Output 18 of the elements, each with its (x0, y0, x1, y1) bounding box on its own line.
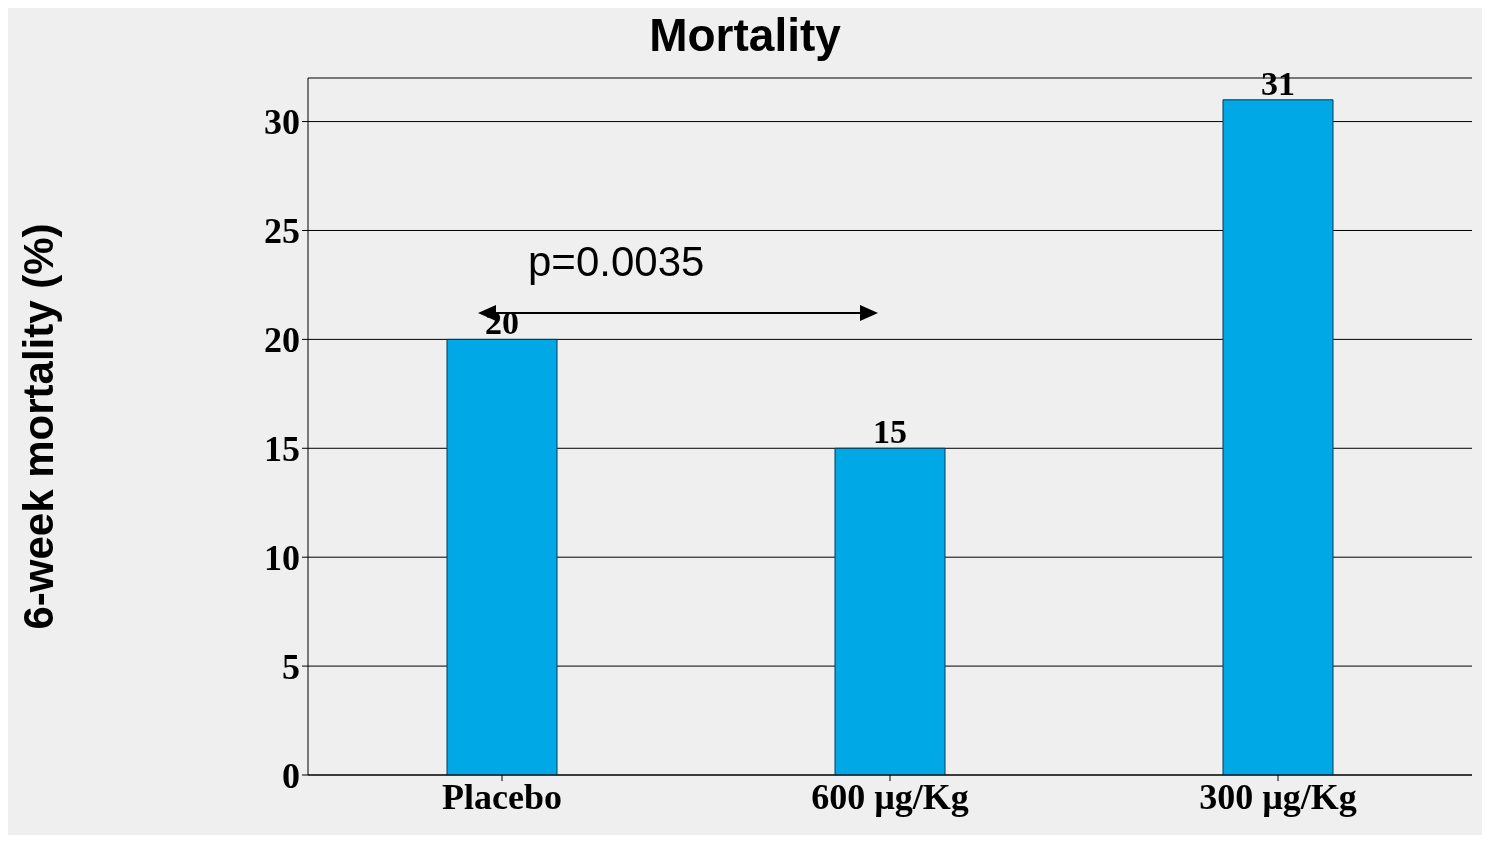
bar (834, 447, 946, 775)
x-tick-label: 300 µg/Kg (1199, 776, 1357, 817)
data-label: 31 (1261, 64, 1295, 102)
y-tick-label: 15 (264, 429, 300, 470)
y-tick-label: 30 (264, 102, 300, 143)
y-axis-title: 6-week mortality (%) (14, 223, 62, 630)
bar (446, 338, 558, 775)
y-tick-label: 25 (264, 211, 300, 252)
chart-title: Mortality (648, 8, 842, 62)
y-tick-label: 20 (264, 320, 300, 361)
y-tick-label: 5 (282, 646, 300, 687)
x-tick-label: Placebo (442, 776, 562, 817)
bar (1222, 99, 1334, 775)
x-tick-label: 600 µg/Kg (811, 776, 969, 817)
annotation: p=0.0035 (528, 238, 705, 286)
y-tick-label: 0 (282, 755, 300, 796)
data-label: 15 (873, 413, 907, 451)
y-tick-label: 10 (264, 537, 300, 578)
